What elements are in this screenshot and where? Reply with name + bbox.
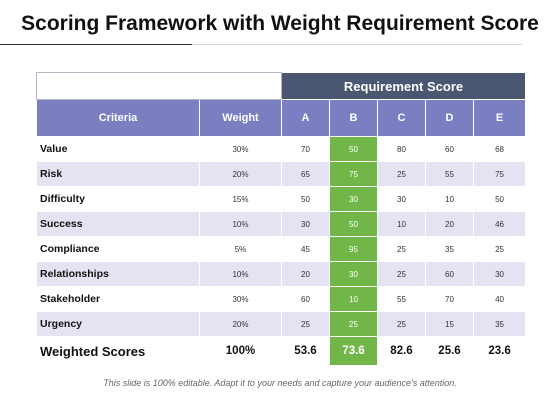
weight-cell: 15% [199,186,282,212]
score-cell: 25 [281,311,330,337]
score-cell: 30 [329,186,378,212]
score-cell: 25 [377,161,426,187]
weight-cell: 20% [199,311,282,337]
weighted-score-cell: 23.6 [472,336,527,366]
page-title: Scoring Framework with Weight Requiremen… [21,12,539,35]
score-cell: 25 [472,236,527,262]
criteria-cell: Success [36,211,200,237]
blank-header-cell [36,72,282,100]
criteria-cell: Compliance [36,236,200,262]
score-cell: 20 [425,211,474,237]
weight-cell: 20% [199,161,282,187]
scoring-table: Requirement Score Criteria Weight A B C … [36,72,527,366]
score-cell: 25 [377,236,426,262]
score-cell: 50 [281,186,330,212]
score-cell: 95 [329,236,378,262]
weight-cell: 10% [199,261,282,287]
weight-cell: 5% [199,236,282,262]
title-underline-light [192,44,522,45]
criteria-cell: Urgency [36,311,200,337]
score-cell: 75 [472,161,527,187]
weighted-score-cell: 82.6 [377,336,426,366]
table-row: Compliance 5% 45 95 25 35 25 [36,236,527,262]
criteria-cell: Difficulty [36,186,200,212]
weighted-score-cell: 53.6 [281,336,330,366]
weight-cell: 10% [199,211,282,237]
score-cell: 75 [329,161,378,187]
score-cell: 70 [281,136,330,162]
score-cell: 46 [472,211,527,237]
criteria-cell: Risk [36,161,200,187]
table-row: Relationships 10% 20 30 25 60 30 [36,261,527,287]
footer-note: This slide is 100% editable. Adapt it to… [103,378,457,388]
weighted-score-cell: 73.6 [329,336,378,366]
score-cell: 50 [329,211,378,237]
score-cell: 40 [472,286,527,312]
weighted-scores-row: Weighted Scores 100% 53.6 73.6 82.6 25.6 23.6 [36,336,527,366]
column-header: Criteria [36,99,200,137]
score-cell: 25 [377,311,426,337]
score-cell: 50 [329,136,378,162]
score-cell: 15 [425,311,474,337]
score-cell: 10 [377,211,426,237]
score-cell: 80 [377,136,426,162]
weight-cell: 30% [199,136,282,162]
score-cell: 25 [329,311,378,337]
total-weight-cell: 100% [199,336,282,366]
column-header: E [472,99,527,137]
score-cell: 10 [329,286,378,312]
weighted-scores-label: Weighted Scores [36,336,200,366]
column-header: B [329,99,378,137]
criteria-cell: Value [36,136,200,162]
weighted-score-cell: 25.6 [425,336,474,366]
score-cell: 65 [281,161,330,187]
score-cell: 60 [281,286,330,312]
column-header: Weight [199,99,282,137]
table-row: Risk 20% 65 75 25 55 75 [36,161,527,187]
table-row: Stakeholder 30% 60 10 55 70 40 [36,286,527,312]
score-cell: 30 [329,261,378,287]
score-cell: 30 [377,186,426,212]
score-cell: 70 [425,286,474,312]
column-header: C [377,99,426,137]
score-cell: 30 [281,211,330,237]
score-cell: 20 [281,261,330,287]
score-cell: 50 [472,186,527,212]
criteria-cell: Stakeholder [36,286,200,312]
table-row: Difficulty 15% 50 30 30 10 50 [36,186,527,212]
column-header-row: Criteria Weight A B C D E [36,99,527,137]
column-header: D [425,99,474,137]
score-cell: 25 [377,261,426,287]
score-cell: 68 [472,136,527,162]
score-cell: 55 [425,161,474,187]
score-cell: 35 [425,236,474,262]
criteria-cell: Relationships [36,261,200,287]
title-underline-dark [0,44,192,45]
group-header-row: Requirement Score [36,72,527,100]
score-cell: 30 [472,261,527,287]
score-cell: 45 [281,236,330,262]
score-cell: 10 [425,186,474,212]
table-row: Urgency 20% 25 25 25 15 35 [36,311,527,337]
table-row: Success 10% 30 50 10 20 46 [36,211,527,237]
score-cell: 35 [472,311,527,337]
score-cell: 55 [377,286,426,312]
table-row: Value 30% 70 50 80 60 68 [36,136,527,162]
score-cell: 60 [425,261,474,287]
requirement-score-header: Requirement Score [280,72,527,100]
weight-cell: 30% [199,286,282,312]
column-header: A [281,99,330,137]
score-cell: 60 [425,136,474,162]
